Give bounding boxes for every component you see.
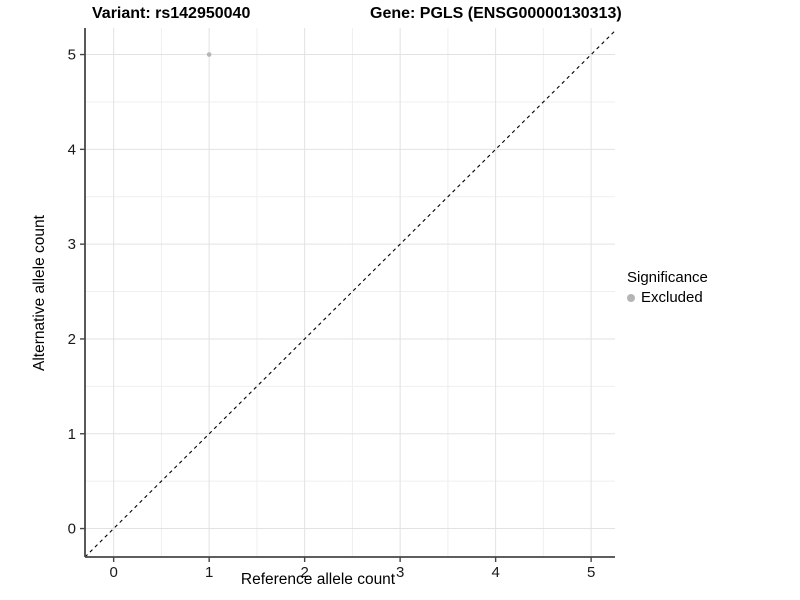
y-tick-label: 3 [68, 236, 76, 253]
plot-title-gene: Gene: PGLS (ENSG00000130313) [370, 5, 622, 22]
y-tick-label: 1 [68, 426, 76, 443]
x-tick-label: 4 [491, 564, 499, 581]
data-point [206, 52, 212, 57]
legend-item-label: Excluded [641, 289, 703, 306]
y-tick-label: 5 [68, 47, 76, 64]
x-tick-label: 5 [587, 564, 595, 581]
x-tick-label: 2 [300, 564, 308, 581]
x-tick-label: 3 [396, 564, 404, 581]
x-tick-label: 1 [205, 564, 213, 581]
y-tick-label: 0 [68, 521, 76, 538]
y-axis-title: Alternative allele count [31, 215, 48, 371]
y-tick-label: 2 [68, 331, 76, 348]
legend: Significance Excluded [627, 269, 708, 306]
legend-title: Significance [627, 269, 708, 286]
plot-title-variant: Variant: rs142950040 [92, 5, 251, 22]
excluded-point-icon [627, 293, 635, 302]
y-tick-label: 4 [68, 141, 76, 158]
identity-line [85, 30, 615, 557]
x-tick-label: 0 [109, 564, 117, 581]
x-axis-title: Reference allele count [240, 571, 396, 588]
legend-item-excluded: Excluded [627, 289, 708, 306]
